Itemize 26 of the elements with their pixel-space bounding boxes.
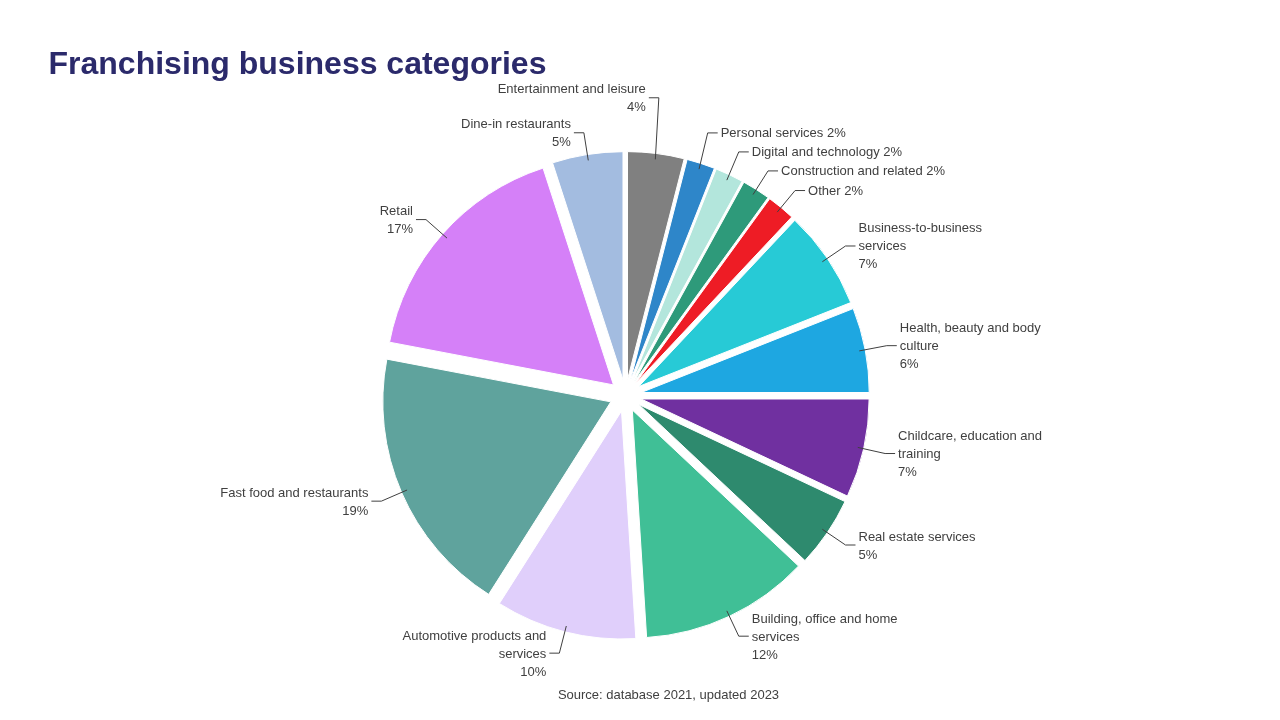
data-label: 19% [342, 502, 369, 518]
slice-label: Health, beauty and body culture [899, 320, 1042, 354]
source-note: Source: database 2021, updated 2023 [557, 687, 780, 702]
slice-label: Business-to-business services [858, 220, 983, 254]
data-label: 5% [552, 134, 572, 150]
slice-label: Dine-in restaurants [461, 116, 572, 132]
slice-label: Building, office and home services [751, 610, 898, 644]
data-label: 7% [858, 256, 878, 272]
slice-label: Childcare, education and training [898, 428, 1042, 462]
slice-label: Construction and related 2% [781, 163, 946, 179]
data-label: 10% [520, 663, 547, 679]
slice-label: Entertainment and leisure [497, 81, 646, 97]
slice-label: Retail [379, 203, 414, 219]
data-label: 5% [858, 546, 878, 562]
data-label: 4% [627, 99, 647, 115]
chart-title: Franchising business categories [48, 44, 547, 81]
data-label: 12% [751, 646, 779, 662]
slice-label: Other 2% [808, 183, 864, 199]
data-label: 6% [899, 356, 920, 372]
data-label: 17% [386, 221, 414, 237]
slice-label: Automotive products and services [402, 627, 547, 661]
slice-label: Digital and technology 2% [751, 144, 903, 160]
slice-label: Fast food and restaurants [220, 484, 369, 500]
slice-label: Real estate services [858, 528, 977, 544]
slice-label: Personal services 2% [720, 125, 847, 141]
data-label: 7% [898, 464, 918, 480]
